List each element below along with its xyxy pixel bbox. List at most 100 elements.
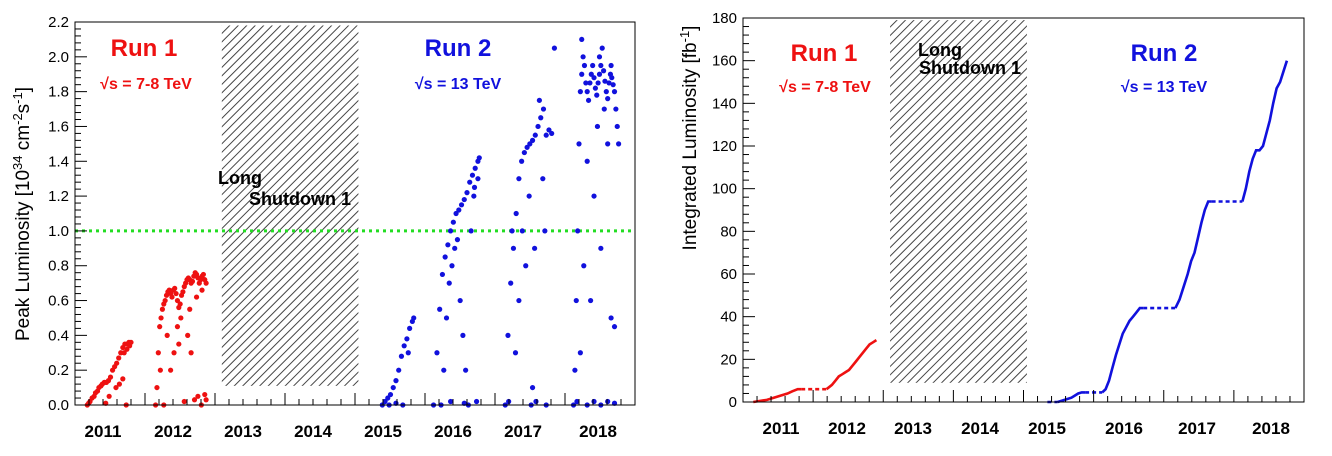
run1-energy-label: √s = 7-8 TeV	[779, 79, 871, 96]
run2-energy-label: √s = 13 TeV	[1121, 79, 1208, 96]
data-point	[605, 141, 611, 147]
data-point	[523, 263, 529, 269]
y-tick-label: 60	[720, 266, 737, 283]
data-point	[404, 336, 410, 342]
data-point	[516, 297, 522, 304]
data-point	[532, 132, 538, 138]
data-point	[450, 219, 456, 225]
x-tick-label: 2011	[85, 422, 122, 441]
data-point	[189, 278, 196, 284]
data-point	[127, 343, 133, 349]
data-point	[512, 350, 519, 356]
data-point	[581, 62, 588, 69]
long-shutdown-region	[221, 25, 359, 386]
data-point	[551, 45, 558, 51]
x-tick-label: 2018	[579, 422, 617, 441]
data-point	[173, 290, 179, 297]
data-point	[471, 184, 478, 190]
data-point	[121, 350, 127, 356]
data-point	[446, 280, 452, 286]
data-lines	[753, 60, 1289, 404]
x-tick-label: 2014	[961, 419, 999, 438]
shutdown-label-line2: Shutdown 1	[249, 189, 351, 209]
data-point	[606, 80, 612, 86]
data-point	[162, 297, 168, 304]
data-point	[468, 228, 474, 234]
data-point	[600, 68, 607, 74]
data-point	[107, 374, 114, 380]
shutdown-label-line1: Long	[918, 40, 962, 60]
data-point	[178, 315, 184, 321]
data-point	[527, 141, 533, 147]
data-point	[385, 395, 391, 401]
data-point	[594, 92, 600, 98]
data-point	[443, 315, 450, 321]
data-point	[390, 384, 396, 391]
y-tick-label: 0.0	[48, 397, 69, 414]
y-tick-label: 1.6	[48, 118, 69, 135]
run1-label: Run 1	[791, 40, 858, 67]
data-point	[452, 245, 458, 251]
data-point	[405, 350, 411, 356]
y-axis-title: Peak Luminosity [1034 cm-2s-1]	[10, 87, 34, 341]
data-point	[120, 376, 126, 382]
data-point	[580, 54, 586, 60]
data-point	[469, 172, 476, 178]
data-point	[475, 176, 481, 182]
data-point	[601, 106, 607, 112]
data-point	[193, 294, 200, 300]
data-point	[437, 306, 443, 312]
data-point	[387, 391, 394, 398]
data-point	[581, 263, 587, 269]
data-point	[172, 285, 178, 291]
x-tick-label: 2016	[1105, 419, 1143, 438]
y-axis: 0.0 0.2 0.4 0.6 0.8 1.0 1.2 1.4 1.6 1.8 2.0 2.2	[48, 14, 87, 414]
data-point	[598, 245, 604, 251]
data-point	[535, 123, 541, 130]
data-point	[613, 106, 619, 112]
run1-energy-label: √s = 7-8 TeV	[100, 76, 192, 93]
data-point	[463, 367, 469, 373]
data-point	[585, 97, 592, 103]
series-line	[753, 387, 802, 404]
data-point	[510, 245, 517, 251]
data-point	[591, 193, 597, 199]
data-point	[169, 294, 175, 300]
y-tick-label: 1.0	[48, 223, 69, 240]
data-point	[471, 193, 477, 199]
x-tick-label: 2017	[504, 422, 542, 441]
data-point	[200, 271, 206, 278]
data-point	[540, 106, 547, 112]
data-point	[605, 96, 611, 102]
data-point	[549, 130, 555, 137]
data-point	[588, 71, 594, 77]
data-point	[579, 36, 585, 43]
data-point	[524, 144, 530, 150]
y-tick-label: 0.8	[48, 258, 69, 275]
y-axis: 0 20 40 60 80 100 120 140 160 180	[712, 10, 755, 411]
data-point	[454, 237, 461, 243]
data-point	[181, 398, 187, 405]
data-point	[536, 97, 542, 103]
data-point	[542, 228, 548, 234]
data-point	[448, 398, 454, 405]
data-point	[449, 263, 455, 269]
data-point	[191, 397, 198, 403]
data-point	[529, 137, 536, 143]
data-point	[453, 210, 459, 217]
data-point	[543, 132, 549, 138]
data-point	[464, 190, 470, 196]
series-line	[825, 339, 878, 391]
data-point	[526, 193, 532, 199]
data-point	[439, 271, 446, 278]
y-tick-label: 1.8	[48, 84, 69, 101]
data-point	[513, 210, 519, 217]
x-axis: 2011 2012 2013 2014 2015 2016 2017 2018	[74, 393, 636, 441]
y-tick-label: 100	[712, 181, 737, 198]
data-point	[473, 398, 480, 405]
x-tick-label: 2015	[364, 422, 402, 441]
data-point	[176, 341, 182, 347]
data-point	[157, 324, 163, 330]
